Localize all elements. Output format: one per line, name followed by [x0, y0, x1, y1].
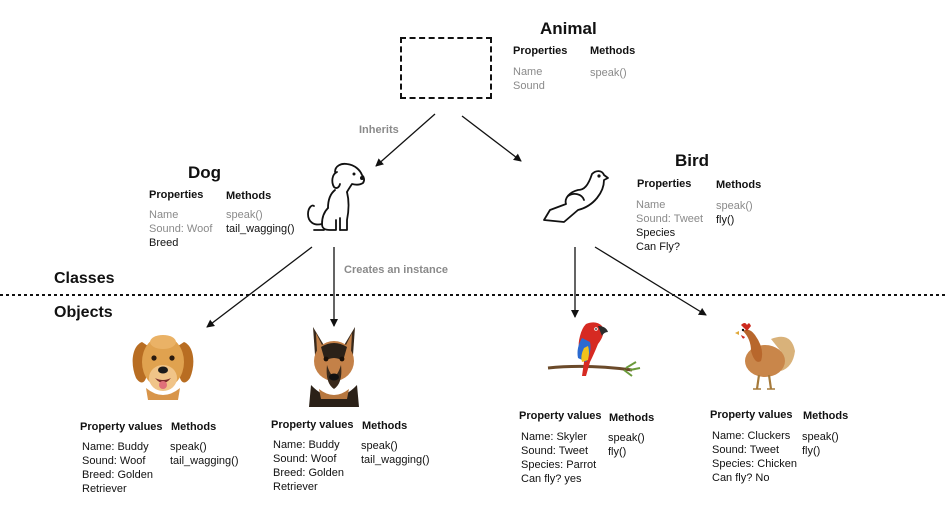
- bird-property-own: Species: [636, 227, 676, 239]
- object-value: Sound: Woof: [273, 453, 337, 465]
- bird-methods-header: Methods: [716, 179, 762, 191]
- object-values-header: Property values: [271, 419, 354, 431]
- objects-section-label: Objects: [54, 304, 113, 321]
- animal-properties-header: Properties: [513, 45, 568, 57]
- object-values-list: Name: Buddy Sound: Woof Breed: Golden Re…: [82, 440, 153, 496]
- dog-outline-icon: [307, 162, 365, 231]
- object-value: Sound: Tweet: [521, 445, 589, 457]
- object-value: Species: Chicken: [712, 458, 797, 470]
- dog-to-golden-arrow: [206, 246, 313, 328]
- object-values-list: Name: Cluckers Sound: Tweet Species: Chi…: [712, 429, 797, 485]
- bird-method-own: fly(): [716, 214, 735, 226]
- animal-property: Name: [513, 66, 543, 78]
- dog-title: Dog: [188, 163, 222, 182]
- object-value: Species: Parrot: [521, 459, 597, 471]
- object-methods-header: Methods: [171, 421, 217, 433]
- bird-to-rooster-arrow: [594, 246, 707, 316]
- object-method: tail_wagging(): [361, 454, 430, 466]
- animal-methods-header: Methods: [590, 45, 636, 57]
- object-method: speak(): [170, 441, 207, 453]
- object-methods-header: Methods: [362, 420, 408, 432]
- object-methods-list: speak() fly(): [802, 430, 839, 458]
- object-method: fly(): [802, 445, 821, 457]
- dog-method-inherited: speak(): [226, 209, 263, 221]
- rooster-image: [735, 323, 795, 390]
- classes-section-label: Classes: [54, 270, 115, 287]
- object-value: Name: Buddy: [273, 439, 340, 451]
- dog-property-own: Breed: [149, 237, 179, 249]
- object-values-header: Property values: [80, 421, 163, 433]
- object-method: speak(): [361, 440, 398, 452]
- object-methods-list: speak() fly(): [608, 431, 645, 459]
- dog-properties-list: Name Sound: Woof Breed: [149, 208, 212, 250]
- object-method: speak(): [802, 431, 839, 443]
- object-method: fly(): [608, 446, 627, 458]
- object-value: Can fly? yes: [521, 473, 582, 485]
- object-values-list: Name: Skyler Sound: Tweet Species: Parro…: [521, 430, 596, 486]
- bird-property-inherited: Name: [636, 199, 666, 211]
- object-methods-list: speak() tail_wagging(): [170, 440, 238, 468]
- bird-properties-header: Properties: [637, 178, 692, 190]
- object-value: Sound: Tweet: [712, 444, 780, 456]
- bird-property-inherited: Sound: Tweet: [636, 213, 704, 225]
- parrot-image: [547, 322, 641, 377]
- german-shepherd-image: [309, 327, 359, 407]
- object-method: speak(): [608, 432, 645, 444]
- object-value: Retriever: [273, 481, 318, 493]
- golden-retriever-image: [132, 335, 194, 400]
- object-value: Name: Buddy: [82, 441, 149, 453]
- bird-title: Bird: [675, 151, 709, 170]
- bird-methods-list: speak() fly(): [716, 199, 753, 227]
- object-value: Name: Cluckers: [712, 430, 791, 442]
- animal-properties-list: Name Sound: [513, 65, 545, 93]
- dog-property-inherited: Sound: Woof: [149, 223, 213, 235]
- bird-outline-icon: [543, 170, 609, 223]
- object-value: Retriever: [82, 483, 127, 495]
- object-values-list: Name: Buddy Sound: Woof Breed: Golden Re…: [273, 438, 344, 494]
- bird-properties-list: Name Sound: Tweet Species Can Fly?: [636, 198, 703, 254]
- object-value: Name: Skyler: [521, 431, 588, 443]
- animal-placeholder-box: [400, 37, 492, 99]
- object-value: Breed: Golden: [273, 467, 344, 479]
- dog-method-own: tail_wagging(): [226, 223, 295, 235]
- bird-property-own: Can Fly?: [636, 241, 681, 253]
- object-value: Sound: Woof: [82, 455, 146, 467]
- object-methods-header: Methods: [803, 410, 849, 422]
- object-methods-list: speak() tail_wagging(): [361, 439, 429, 467]
- inherits-arrow-bird: [461, 115, 522, 162]
- animal-methods-list: speak(): [590, 66, 627, 80]
- object-value: Breed: Golden: [82, 469, 153, 481]
- animal-title: Animal: [540, 19, 597, 38]
- animal-method: speak(): [590, 67, 627, 79]
- animal-property: Sound: [513, 80, 545, 92]
- dog-properties-header: Properties: [149, 189, 204, 201]
- object-values-header: Property values: [710, 409, 793, 421]
- dog-property-inherited: Name: [149, 209, 179, 221]
- inherits-label: Inherits: [359, 124, 399, 136]
- dog-methods-header: Methods: [226, 190, 272, 202]
- object-methods-header: Methods: [609, 412, 655, 424]
- inherits-arrow-dog: [375, 113, 436, 167]
- object-value: Can fly? No: [712, 472, 770, 484]
- object-values-header: Property values: [519, 410, 602, 422]
- creates-instance-label: Creates an instance: [344, 264, 448, 276]
- object-method: tail_wagging(): [170, 455, 239, 467]
- dog-methods-list: speak() tail_wagging(): [226, 208, 294, 236]
- bird-method-inherited: speak(): [716, 200, 753, 212]
